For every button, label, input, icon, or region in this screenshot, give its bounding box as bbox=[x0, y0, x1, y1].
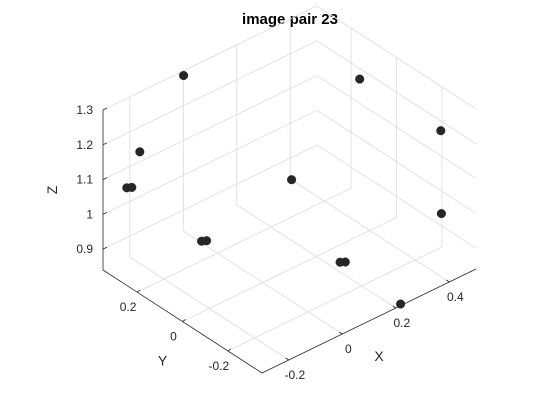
data-point bbox=[202, 236, 212, 246]
data-point bbox=[127, 182, 137, 192]
z-tick-mark bbox=[102, 107, 108, 111]
y-tick-mark bbox=[182, 319, 186, 322]
z-grid-line-side bbox=[316, 109, 477, 214]
data-point bbox=[396, 299, 406, 309]
z-tick-label: 1.2 bbox=[76, 138, 93, 152]
z-tick-label: 1 bbox=[86, 207, 93, 221]
z-tick-mark bbox=[102, 142, 108, 146]
x-tick-mark bbox=[339, 331, 343, 335]
data-point bbox=[340, 257, 350, 267]
data-point bbox=[135, 147, 145, 157]
x-tick-label: 0.4 bbox=[447, 290, 464, 304]
x-tick-label: 0.2 bbox=[393, 316, 410, 330]
z-grid-line-back bbox=[102, 5, 318, 111]
z-tick-label: 1.1 bbox=[76, 173, 93, 187]
data-point bbox=[355, 74, 365, 84]
y-tick-label: -0.2 bbox=[209, 359, 230, 373]
data-points bbox=[122, 70, 446, 309]
z-tick-label: 1.3 bbox=[76, 103, 93, 117]
y-grid-line-floor bbox=[136, 187, 352, 293]
z-grid-line-side bbox=[316, 40, 477, 145]
z-grid-line-back bbox=[102, 109, 318, 215]
z-tick-mark bbox=[102, 246, 108, 250]
x-tick-mark bbox=[392, 305, 397, 309]
x-tick-mark bbox=[285, 357, 290, 361]
y-tick-mark bbox=[227, 348, 232, 352]
grid-lines bbox=[102, 5, 477, 361]
x-tick-label: -0.2 bbox=[284, 368, 305, 382]
y-grid-line-floor bbox=[227, 246, 443, 352]
x-tick-label: 0 bbox=[345, 342, 352, 356]
y-tick-label: 0.2 bbox=[120, 300, 137, 314]
z-grid-line-side bbox=[316, 5, 477, 110]
z-tick-mark bbox=[102, 211, 108, 215]
x-axis-line bbox=[261, 268, 477, 374]
y-tick-label: 0 bbox=[170, 330, 177, 344]
axis-labels: X Y Z bbox=[44, 185, 384, 368]
data-point bbox=[436, 209, 446, 219]
z-tick-label: 0.9 bbox=[76, 242, 93, 256]
z-axis-label: Z bbox=[44, 185, 60, 194]
z-grid-line-back bbox=[102, 144, 318, 250]
y-grid-line-floor bbox=[182, 217, 397, 322]
y-tick-mark bbox=[136, 289, 141, 293]
data-point bbox=[287, 175, 297, 185]
z-grid-line-back bbox=[102, 75, 318, 180]
z-tick-mark bbox=[102, 177, 108, 180]
y-axis-label: Y bbox=[158, 353, 168, 369]
z-grid-line-back bbox=[102, 40, 318, 146]
z-grid-line-side bbox=[316, 75, 477, 179]
z-grid-line-side bbox=[316, 144, 477, 249]
data-point bbox=[436, 126, 446, 136]
axis-lines bbox=[102, 107, 477, 374]
x-tick-mark bbox=[446, 279, 450, 283]
tick-labels: -0.2 0 0.2 0.4 -0.2 0 0.2 0.9 1 1.1 1.2 1.3 bbox=[76, 103, 464, 382]
data-point bbox=[179, 70, 189, 81]
x-axis-label: X bbox=[374, 348, 384, 364]
